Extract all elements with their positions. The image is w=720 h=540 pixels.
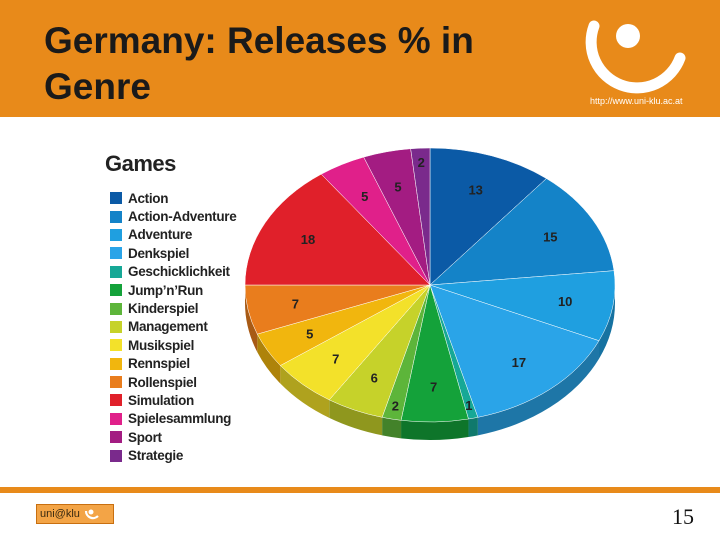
data-label-action: 13 <box>468 182 482 197</box>
pie-side-denkspiel <box>477 340 600 436</box>
footer-logo: uni@klu <box>36 504 114 524</box>
legend-item-action: Action <box>110 189 236 207</box>
chart-area: 13 15 10 17 1 7 2 6 7 5 7 18 5 5 2 Games Action Action-… <box>100 145 620 480</box>
legend-swatch <box>110 449 122 462</box>
slide-title: Germany: Releases % in Genre <box>44 20 474 107</box>
legend-item-spielesammlung: Spielesammlung <box>110 410 236 428</box>
pie-side-jump-n-run <box>401 419 469 440</box>
university-logo-icon <box>585 20 686 94</box>
data-label-spielesammlung: 5 <box>361 189 368 204</box>
pie-slice-adventure <box>429 270 616 342</box>
pie-slice-action <box>429 147 547 286</box>
legend-swatch <box>110 376 122 389</box>
legend-item-sport: Sport <box>110 428 236 446</box>
legend-item-adventure: Adventure <box>110 226 236 244</box>
legend-label: Spielesammlung <box>128 411 232 427</box>
data-label-kinderspiel: 2 <box>392 399 399 414</box>
page-number: 15 <box>672 504 694 529</box>
data-label-strategie: 2 <box>418 155 425 170</box>
pie-side-adventure <box>599 285 616 359</box>
legend-label: Strategie <box>128 448 184 464</box>
legend-label: Musikspiel <box>128 337 195 353</box>
legend-swatch <box>110 210 122 223</box>
legend-swatch <box>110 302 122 315</box>
pie-side-walls <box>245 285 616 440</box>
legend-label: Sport <box>128 429 162 445</box>
legend-item-strategie: Strategie <box>110 446 236 464</box>
data-label-rennspiel: 5 <box>306 326 313 341</box>
footer-logo-mark-icon <box>84 509 99 520</box>
pie-slice-simulation <box>244 173 431 286</box>
data-label-action-adventure: 15 <box>543 230 557 245</box>
legend-swatch <box>110 431 122 444</box>
legend-swatch <box>110 265 122 278</box>
legend-swatch <box>110 247 122 260</box>
legend-label: Management <box>128 319 208 335</box>
footer-logo-text: uni@klu <box>40 508 80 520</box>
legend-swatch <box>110 320 122 333</box>
legend-item-action-adventure: Action-Adventure <box>110 207 237 225</box>
data-label-jump-n-run: 7 <box>430 379 437 394</box>
legend-label: Rennspiel <box>128 356 190 372</box>
data-label-adventure: 10 <box>558 294 572 309</box>
pie-slice-action-adventure <box>429 178 615 286</box>
data-label-management: 6 <box>371 371 378 386</box>
pie-side-musikspiel <box>280 365 330 418</box>
pie-side-geschicklichkeit <box>468 417 478 438</box>
legend-label: Jump’n’Run <box>128 282 203 298</box>
legend-label: Simulation <box>128 392 195 408</box>
footer-bar <box>0 487 720 493</box>
legend-swatch <box>110 339 122 352</box>
legend-item-rollenspiel: Rollenspiel <box>110 373 236 391</box>
data-label-simulation: 18 <box>301 232 315 247</box>
legend-swatch <box>110 228 122 241</box>
chart-title: Games <box>105 151 176 176</box>
legend-item-musikspiel: Musikspiel <box>110 336 236 354</box>
data-label-sport: 5 <box>394 179 401 194</box>
legend-label: Denkspiel <box>128 245 190 261</box>
legend-label: Kinderspiel <box>128 301 199 317</box>
legend-item-jump-n-run: Jump’n’Run <box>110 281 236 299</box>
pie-side-management <box>329 399 383 436</box>
legend-label: Action-Adventure <box>128 209 237 225</box>
university-url: http://www.uni-klu.ac.at <box>590 96 683 106</box>
legend-item-simulation: Simulation <box>110 391 236 409</box>
legend-item-management: Management <box>110 318 236 336</box>
pie-side-rollenspiel <box>245 285 258 353</box>
chart-legend: Action Action-Adventure Adventure Denkspiel… <box>110 189 237 465</box>
data-label-musikspiel: 7 <box>332 352 339 367</box>
legend-item-geschicklichkeit: Geschicklichkeit <box>110 263 236 281</box>
legend-swatch <box>110 192 122 205</box>
legend-swatch <box>110 412 122 425</box>
legend-label: Action <box>128 190 169 206</box>
data-label-denkspiel: 17 <box>512 355 526 370</box>
legend-swatch <box>110 357 122 370</box>
legend-label: Rollenspiel <box>128 374 197 390</box>
pie-slice-strategie <box>410 147 431 286</box>
pie-side-rennspiel <box>257 334 281 384</box>
legend-item-rennspiel: Rennspiel <box>110 355 236 373</box>
legend-item-denkspiel: Denkspiel <box>110 244 236 262</box>
pie-side-kinderspiel <box>382 417 402 439</box>
pie-slice-denkspiel <box>429 284 600 418</box>
legend-swatch <box>110 284 122 297</box>
data-label-geschicklichkeit: 1 <box>465 398 472 413</box>
data-label-rollenspiel: 7 <box>292 297 299 312</box>
legend-label: Geschicklichkeit <box>128 264 230 280</box>
legend-label: Adventure <box>128 227 193 243</box>
legend-item-kinderspiel: Kinderspiel <box>110 299 236 317</box>
legend-swatch <box>110 394 122 407</box>
